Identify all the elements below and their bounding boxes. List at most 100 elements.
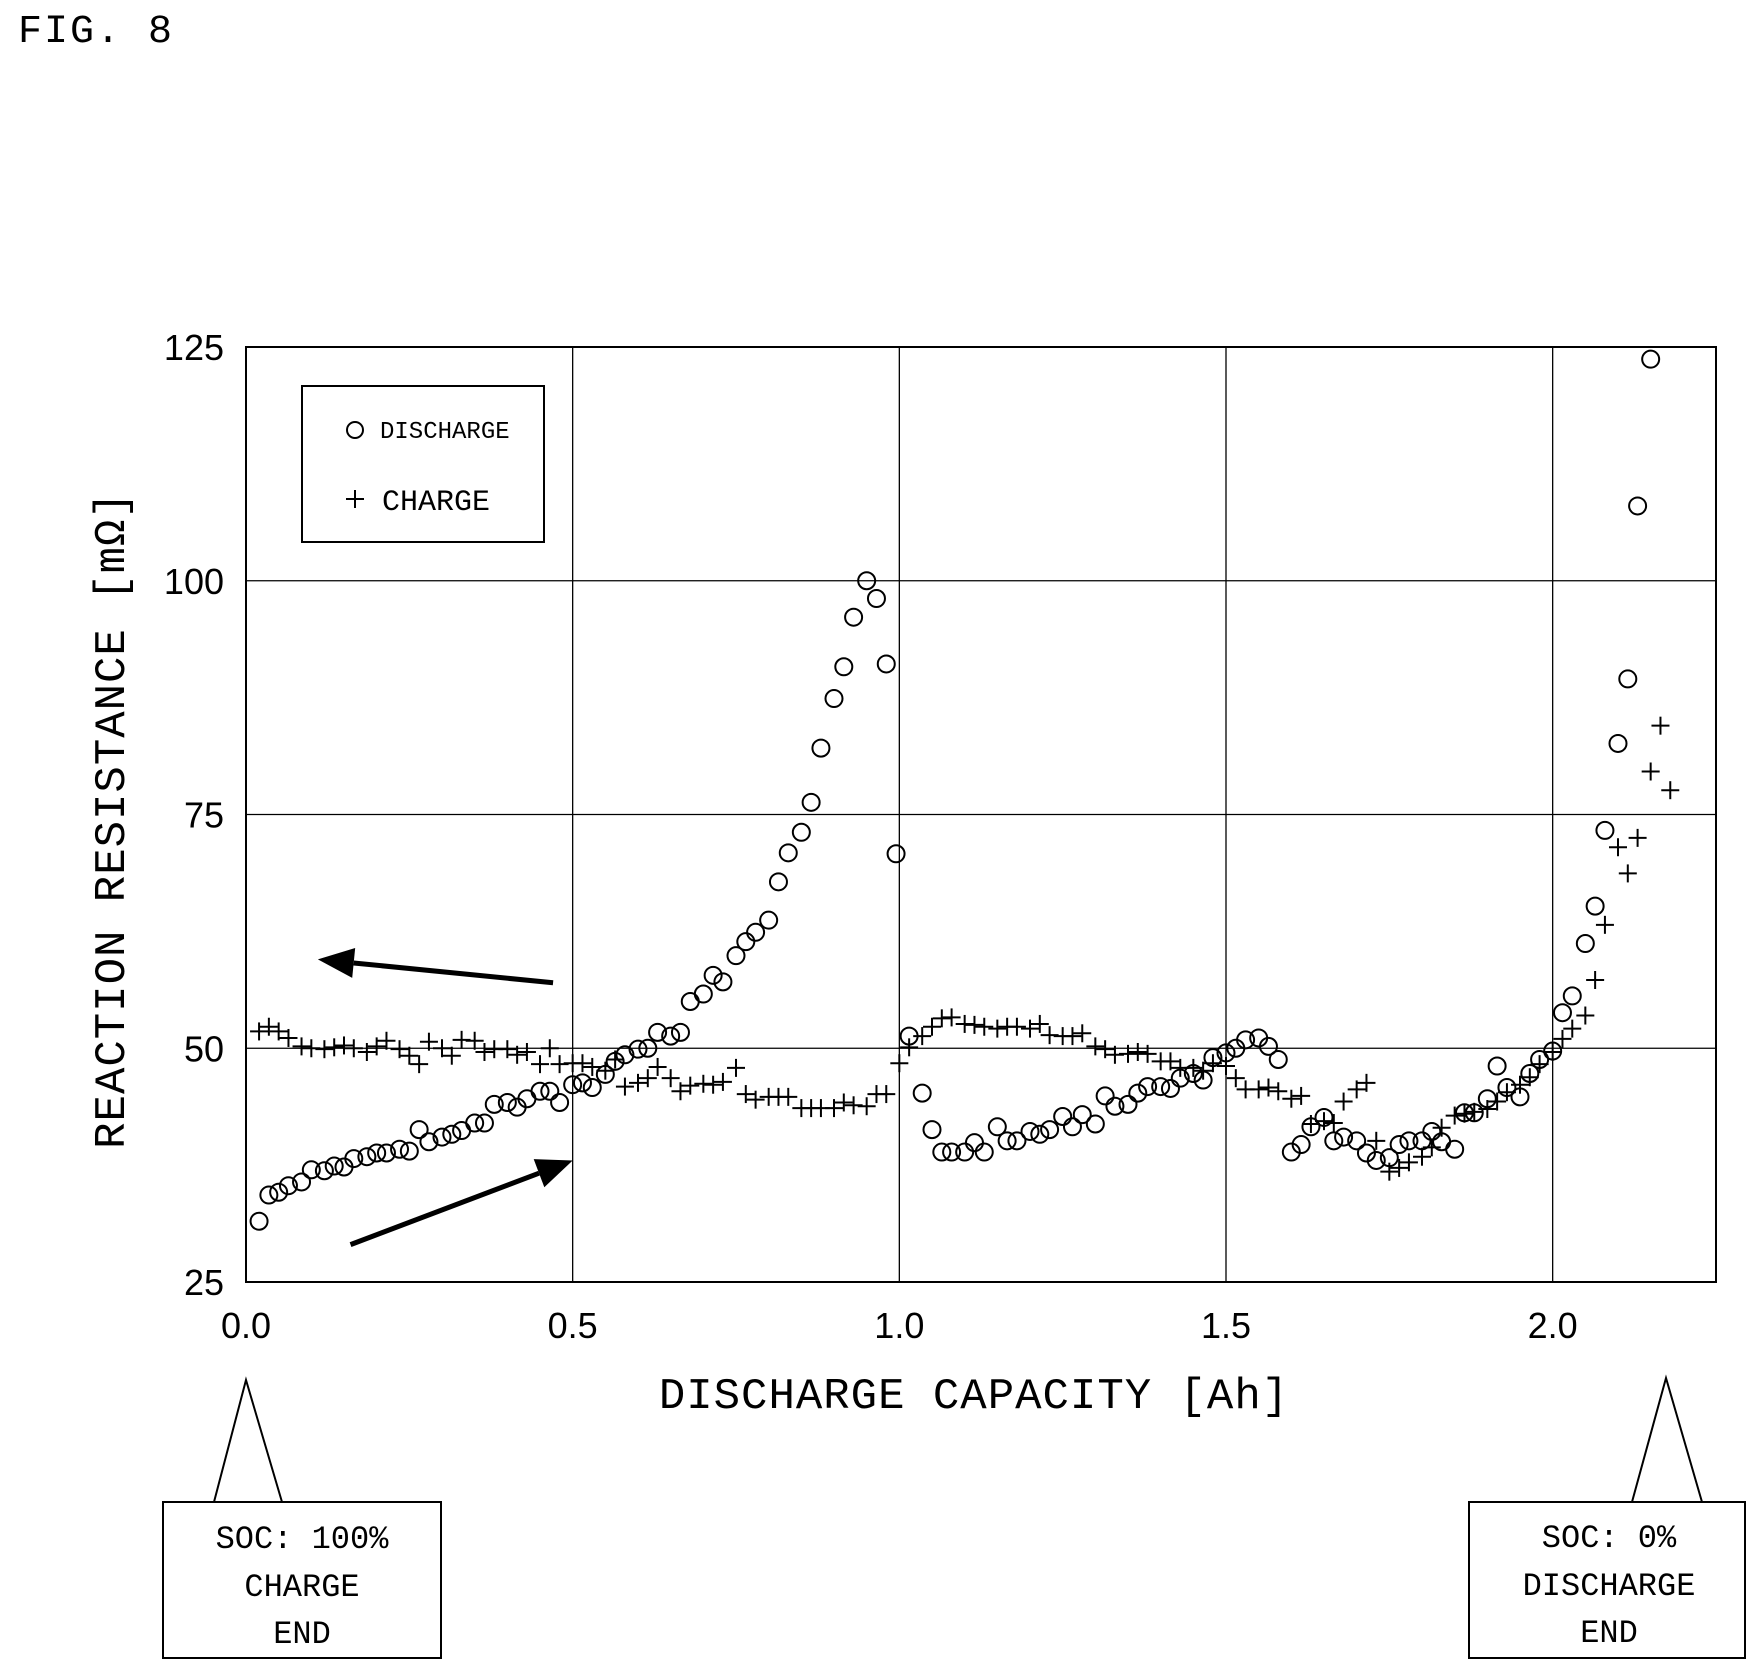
charge-point	[704, 1075, 723, 1094]
discharge-point	[801, 792, 821, 812]
charge-point	[269, 1022, 288, 1041]
discharge-point	[955, 1142, 975, 1162]
discharge-point	[1291, 1135, 1311, 1155]
discharge-point	[1258, 1036, 1278, 1056]
charge-point	[315, 1040, 334, 1059]
charge-point	[713, 1072, 732, 1091]
charge-point	[1576, 1006, 1595, 1025]
arrow-discharge	[349, 1159, 573, 1247]
discharge-point	[344, 1149, 364, 1169]
charge-point	[367, 1037, 386, 1056]
discharge-point	[419, 1132, 439, 1152]
charge-point	[1520, 1068, 1539, 1087]
charge-point	[1021, 1019, 1039, 1038]
charge-point	[1161, 1052, 1180, 1071]
callout-box-left	[162, 1501, 442, 1659]
charge-point	[942, 1008, 961, 1027]
discharge-point	[661, 1026, 681, 1046]
discharge-point	[1552, 1003, 1572, 1023]
charge-point	[377, 1031, 396, 1050]
charge-point	[1292, 1086, 1311, 1105]
discharge-point	[1575, 934, 1595, 954]
discharge-point	[912, 1083, 932, 1103]
legend: DISCHARGE CHARGE	[301, 385, 545, 543]
x-tick-label: 0.0	[221, 1305, 271, 1346]
charge-point	[1030, 1014, 1049, 1033]
discharge-point	[1151, 1077, 1171, 1097]
charge-point	[596, 1061, 615, 1080]
discharge-point	[1138, 1077, 1158, 1097]
discharge-point	[942, 1142, 962, 1162]
discharge-point	[1072, 1105, 1092, 1125]
charge-point	[1628, 828, 1647, 847]
discharge-point	[628, 1039, 648, 1059]
charge-point	[1119, 1044, 1137, 1063]
charge-point	[357, 1042, 376, 1061]
series	[249, 349, 1680, 1231]
discharge-point	[768, 872, 788, 892]
discharge-point	[746, 922, 766, 942]
discharge-point	[1445, 1139, 1465, 1159]
y-tick-label: 75	[184, 795, 224, 836]
charge-point	[1334, 1092, 1353, 1111]
charge-point	[615, 1077, 634, 1096]
discharge-point	[1399, 1131, 1419, 1151]
arrow-head	[317, 948, 356, 978]
charge-point	[834, 1093, 853, 1112]
x-tick-label: 1.0	[874, 1305, 924, 1346]
charge-point	[1096, 1040, 1115, 1059]
charge-point	[410, 1055, 429, 1074]
charge-point	[1455, 1104, 1474, 1123]
discharge-point	[811, 738, 831, 758]
charge-point	[1618, 864, 1637, 883]
charge-point	[498, 1040, 517, 1059]
discharge-point	[1562, 986, 1582, 1006]
charge-point	[573, 1054, 592, 1073]
charge-point	[975, 1017, 994, 1036]
discharge-point	[563, 1075, 583, 1095]
charge-point	[727, 1058, 745, 1077]
charge-point	[442, 1046, 461, 1065]
charge-point	[923, 1017, 941, 1036]
plot-frame	[245, 346, 1717, 1283]
charge-point	[877, 1085, 896, 1104]
charge-point	[1586, 970, 1605, 989]
discharge-point	[834, 657, 854, 677]
discharge-point	[249, 1211, 269, 1231]
charge-point	[465, 1031, 484, 1050]
charge-point	[1399, 1153, 1418, 1172]
discharge-point	[269, 1182, 289, 1202]
discharge-point	[932, 1142, 952, 1162]
charge-point	[1390, 1158, 1409, 1177]
discharge-point	[1608, 733, 1628, 753]
arrow-shaft	[349, 1170, 540, 1247]
discharge-point	[314, 1161, 334, 1181]
charge-point	[1543, 1042, 1562, 1061]
discharge-point	[1095, 1086, 1115, 1106]
charge-point	[1367, 1131, 1386, 1150]
discharge-point	[530, 1081, 550, 1101]
discharge-point	[1422, 1121, 1442, 1141]
charge-point	[1269, 1082, 1288, 1101]
charge-point	[648, 1057, 667, 1076]
charge-point	[1063, 1027, 1082, 1046]
series-discharge	[249, 349, 1661, 1231]
discharge-point	[1618, 669, 1638, 689]
discharge-point	[292, 1172, 312, 1192]
discharge-point	[399, 1141, 419, 1161]
discharge-point	[390, 1139, 410, 1159]
charge-point	[900, 1038, 919, 1057]
x-tick-label: 2.0	[1528, 1305, 1578, 1346]
callout-left-line3: END	[273, 1616, 331, 1653]
charge-point	[250, 1022, 269, 1041]
charge-point	[1259, 1078, 1278, 1097]
charge-point	[1488, 1092, 1507, 1111]
callout-left-line2: CHARGE	[244, 1569, 359, 1606]
x-tick-labels: 0.0 0.5 1.0 1.5 2.0	[221, 1305, 1578, 1346]
figure-label: FIG. 8	[18, 10, 175, 55]
discharge-point	[1324, 1131, 1344, 1151]
discharge-point	[680, 992, 700, 1011]
discharge-point	[1128, 1083, 1148, 1103]
discharge-point	[1366, 1150, 1386, 1170]
